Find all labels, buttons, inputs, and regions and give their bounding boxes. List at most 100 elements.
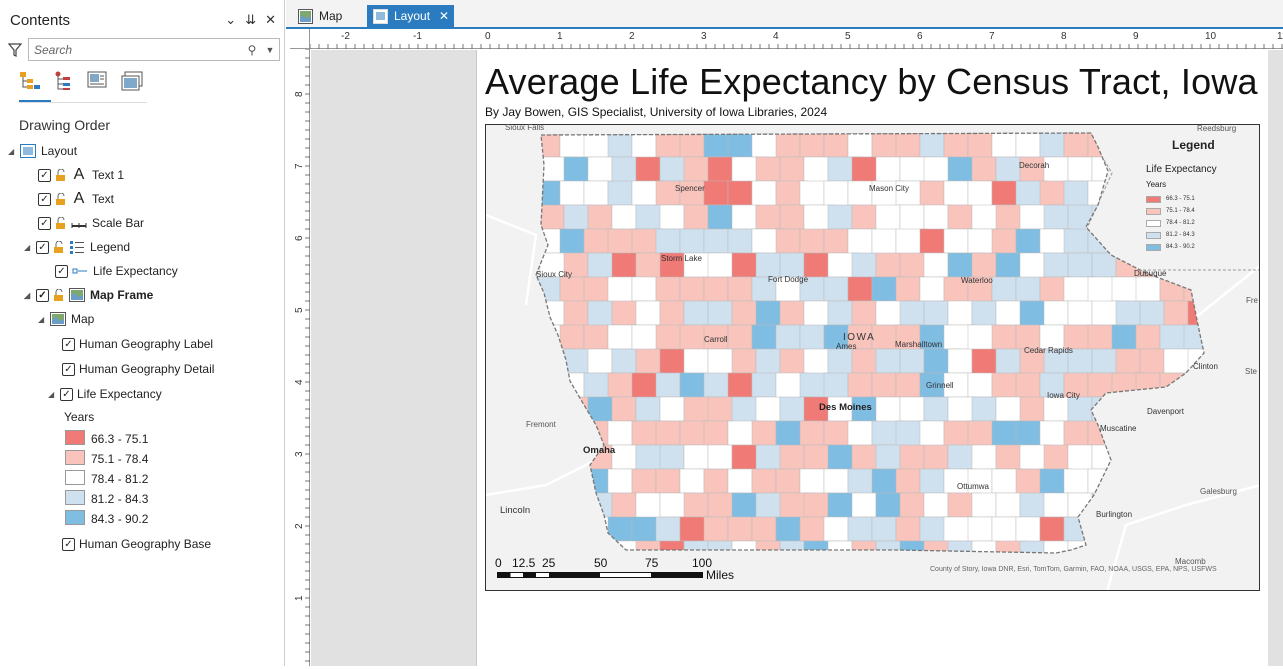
- census-tract: [895, 372, 921, 398]
- census-tract: [919, 228, 945, 254]
- census-tract: [1115, 348, 1141, 374]
- lock-icon[interactable]: [53, 288, 66, 302]
- list-by-snapping-icon[interactable]: [121, 70, 143, 92]
- ruler-label: 5: [294, 307, 305, 313]
- tab-layout[interactable]: Layout ✕: [367, 5, 455, 27]
- visibility-checkbox[interactable]: ✓: [38, 168, 51, 182]
- filter-icon[interactable]: [8, 42, 22, 58]
- census-tract: [659, 444, 685, 470]
- census-tract: [991, 276, 1017, 302]
- ruler-label: 1: [294, 595, 305, 601]
- visibility-checkbox[interactable]: ✓: [38, 192, 51, 206]
- dropdown-chevron-icon[interactable]: ▼: [265, 44, 275, 55]
- tree-item-text[interactable]: ✓ A Text: [38, 189, 114, 209]
- tree-item-human-geography-detail[interactable]: ✓ Human Geography Detail: [62, 359, 214, 379]
- visibility-checkbox[interactable]: ✓: [60, 387, 73, 401]
- layout-subtitle[interactable]: By Jay Bowen, GIS Specialist, University…: [485, 105, 828, 119]
- place-label: Macomb: [1175, 557, 1206, 566]
- tree-label: Human Geography Label: [79, 337, 214, 351]
- map-legend[interactable]: Legend Life Expectancy Years 66.3 - 75.1…: [1146, 138, 1246, 256]
- scale-bar-icon: [71, 215, 87, 231]
- collapse-arrow-icon[interactable]: ◢: [48, 389, 55, 399]
- census-tract: [943, 372, 969, 398]
- symbol-swatch-class-5[interactable]: [65, 510, 85, 525]
- section-title: Drawing Order: [19, 117, 111, 133]
- close-icon[interactable]: ✕: [265, 12, 276, 27]
- tree-item-legend-life-expectancy[interactable]: ✓ Life Expectancy: [55, 261, 178, 281]
- place-label: Marshalltown: [895, 340, 943, 349]
- list-by-source-icon[interactable]: [53, 70, 75, 92]
- tree-item-layout[interactable]: ◢ Layout: [8, 141, 77, 161]
- census-tract: [799, 133, 825, 158]
- census-tract: [755, 252, 781, 278]
- place-label: Fre: [1246, 296, 1258, 305]
- census-tract: [1015, 133, 1041, 158]
- vertical-ruler[interactable]: 8 7 6 5 4 3 2 1: [290, 48, 310, 666]
- tree-item-human-geography-base[interactable]: ✓ Human Geography Base: [62, 534, 211, 554]
- census-tract: [1043, 300, 1069, 326]
- chevron-down-icon[interactable]: ⌄: [225, 12, 237, 27]
- collapse-arrow-icon[interactable]: ◢: [8, 146, 15, 156]
- tree-item-map-frame[interactable]: ◢ ✓ Map Frame: [24, 285, 153, 305]
- tab-map[interactable]: Map: [292, 5, 348, 27]
- list-by-selection-icon[interactable]: [87, 70, 109, 92]
- lock-icon[interactable]: [53, 240, 66, 254]
- tree-item-scale-bar[interactable]: ✓ Scale Bar: [38, 213, 144, 233]
- symbol-label-class-3: 78.4 - 81.2: [91, 472, 149, 486]
- census-tract: [875, 348, 901, 374]
- lock-icon[interactable]: [55, 216, 68, 230]
- census-tract: [727, 468, 753, 494]
- legend-field-name: Years: [1146, 180, 1167, 189]
- tree-item-life-expectancy-layer[interactable]: ◢ ✓ Life Expectancy: [48, 384, 162, 404]
- symbol-swatch-class-2[interactable]: [65, 450, 85, 465]
- symbol-swatch-class-4[interactable]: [65, 490, 85, 505]
- tree-label: Years: [64, 410, 95, 424]
- place-label: Ames: [836, 342, 857, 351]
- list-by-drawing-order-icon[interactable]: [19, 70, 41, 92]
- visibility-checkbox[interactable]: ✓: [55, 264, 68, 278]
- tab-underline: [286, 27, 1283, 29]
- tree-item-legend[interactable]: ◢ ✓ Legend: [24, 237, 130, 257]
- census-tract: [827, 300, 853, 326]
- census-tract: [919, 276, 945, 302]
- lock-icon[interactable]: [55, 192, 68, 206]
- visibility-checkbox[interactable]: ✓: [36, 240, 49, 254]
- collapse-arrow-icon[interactable]: ◢: [24, 242, 31, 252]
- census-tract: [991, 324, 1017, 350]
- census-tract: [611, 396, 637, 422]
- lock-icon[interactable]: [55, 168, 68, 182]
- census-tract: [563, 252, 589, 278]
- visibility-checkbox[interactable]: ✓: [36, 288, 49, 302]
- census-tract: [1111, 324, 1137, 350]
- horizontal-ruler[interactable]: -2 -1 0 1 2 3 4 5 6 7 8 9 10 11: [309, 29, 1283, 49]
- collapse-arrow-icon[interactable]: ◢: [24, 290, 31, 300]
- symbol-swatch-class-1[interactable]: [65, 430, 85, 445]
- map-frame[interactable]: [485, 124, 1260, 591]
- collapse-arrow-icon[interactable]: ◢: [38, 314, 45, 324]
- symbol-label-class-4: 81.2 - 84.3: [91, 492, 149, 506]
- legend-class-label: 66.3 - 75.1: [1166, 196, 1195, 202]
- pin-icon[interactable]: ⇊: [245, 12, 257, 27]
- census-tract: [703, 228, 729, 254]
- census-tract: [683, 156, 709, 182]
- visibility-checkbox[interactable]: ✓: [62, 537, 75, 551]
- layout-title[interactable]: Average Life Expectancy by Census Tract,…: [485, 61, 1258, 102]
- visibility-checkbox[interactable]: ✓: [38, 216, 51, 230]
- tree-item-text-1[interactable]: ✓ A Text 1: [38, 165, 124, 185]
- census-tract: [559, 228, 585, 254]
- census-tract: [1135, 324, 1161, 350]
- census-tract: [875, 252, 901, 278]
- close-tab-icon[interactable]: ✕: [439, 9, 450, 23]
- search-icon[interactable]: ⚲: [247, 42, 257, 57]
- tree-item-human-geography-label[interactable]: ✓ Human Geography Label: [62, 334, 213, 354]
- symbol-swatch-class-3[interactable]: [65, 470, 85, 485]
- tree-item-map[interactable]: ◢ Map: [38, 309, 94, 329]
- iowa-census-tract-map: [486, 125, 1259, 590]
- census-tract: [607, 324, 633, 350]
- census-tract: [823, 228, 849, 254]
- place-label: Lincoln: [500, 505, 531, 516]
- census-tract: [587, 204, 613, 230]
- search-input[interactable]: Search ⚲ ▼: [28, 38, 280, 61]
- visibility-checkbox[interactable]: ✓: [62, 362, 75, 376]
- visibility-checkbox[interactable]: ✓: [62, 337, 75, 351]
